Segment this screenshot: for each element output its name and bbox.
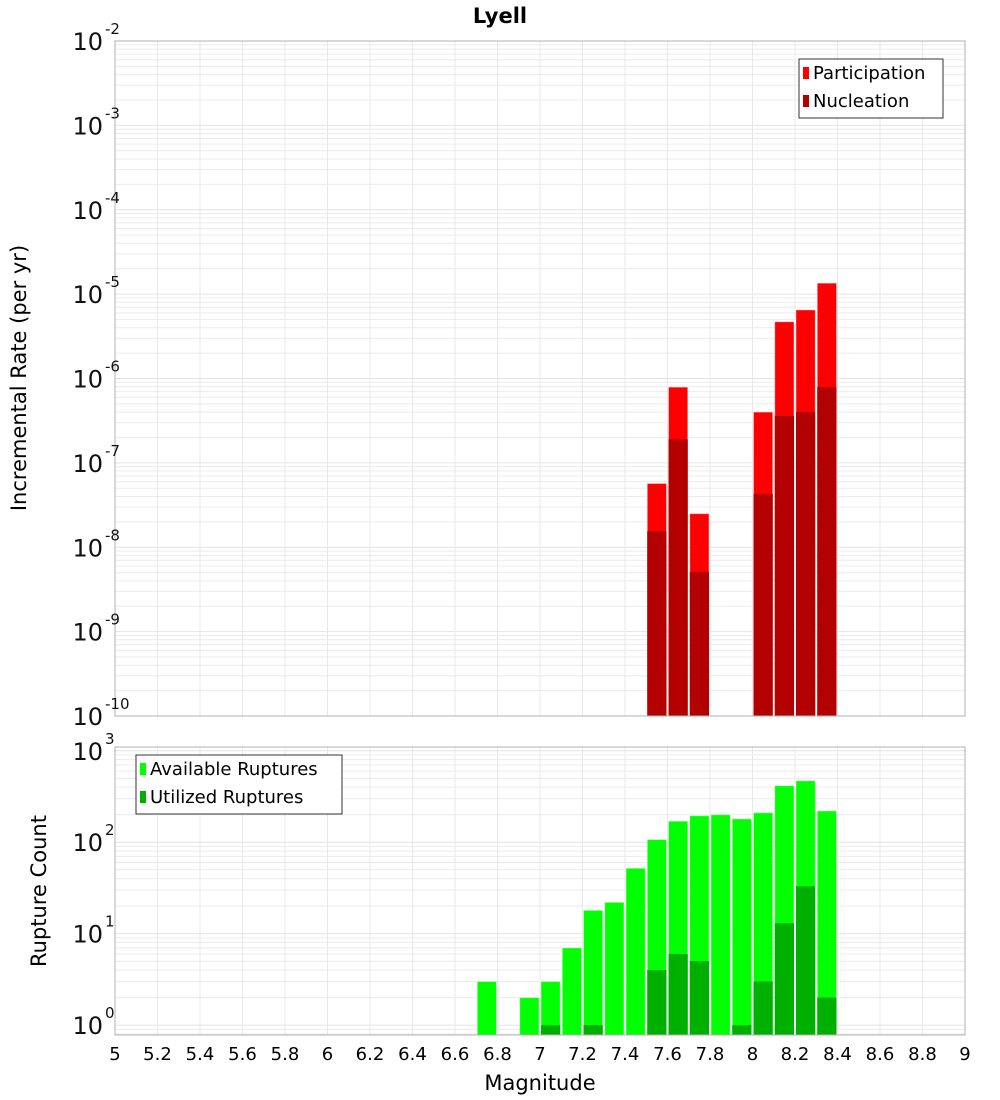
available-bar — [731, 818, 752, 1036]
x-tick-label: 5 — [109, 1044, 120, 1065]
legend-label: Utilized Ruptures — [150, 787, 303, 808]
utilized-bar — [732, 1025, 752, 1035]
plot-border — [114, 40, 966, 717]
legend-label: Nucleation — [813, 91, 909, 112]
legend-swatch — [803, 95, 809, 107]
available-bar — [625, 867, 646, 1036]
available-bar — [476, 980, 497, 1036]
y-tick-exponent: -5 — [105, 273, 120, 291]
legend-swatch — [140, 791, 146, 803]
y-tick-exponent: 3 — [105, 730, 115, 748]
x-tick-label: 8.4 — [823, 1044, 852, 1065]
legend-swatch — [803, 67, 809, 79]
x-tick-label: 6.4 — [398, 1044, 427, 1065]
x-tick-label: 5.4 — [186, 1044, 215, 1065]
y-tick-label: 10 — [72, 366, 103, 394]
utilized-bar — [689, 961, 709, 1035]
y-tick-exponent: -8 — [105, 526, 120, 544]
chart-title: Lyell — [473, 4, 527, 28]
x-tick-label: 8.2 — [781, 1044, 810, 1065]
utilized-bar — [647, 970, 667, 1035]
plot-border — [114, 746, 966, 1036]
utilized-bar — [583, 1025, 603, 1035]
y-tick-exponent: -3 — [105, 104, 120, 122]
x-tick-label: 6 — [322, 1044, 333, 1065]
bottom-y-axis-label: Rupture Count — [27, 815, 51, 967]
available-bar — [561, 947, 582, 1036]
utilized-bar — [774, 923, 794, 1035]
y-tick-label: 10 — [72, 281, 103, 309]
y-tick-exponent: 2 — [105, 821, 115, 839]
y-tick-exponent: -2 — [105, 20, 120, 38]
nucleation-bar — [689, 571, 709, 716]
y-tick-label: 10 — [72, 703, 103, 731]
available-bar — [710, 814, 731, 1036]
utilized-bar — [668, 953, 688, 1035]
legend-label: Available Ruptures — [150, 759, 318, 780]
top-y-axis-label: Incremental Rate (per yr) — [7, 245, 31, 511]
y-tick-exponent: -6 — [105, 358, 120, 376]
nucleation-bar — [647, 531, 667, 716]
x-tick-label: 8 — [747, 1044, 758, 1065]
x-tick-label: 9 — [959, 1044, 970, 1065]
nucleation-bar — [817, 387, 837, 716]
x-tick-label: 6.8 — [483, 1044, 512, 1065]
x-tick-label: 7.2 — [568, 1044, 597, 1065]
x-tick-label: 8.6 — [866, 1044, 895, 1065]
x-tick-label: 5.2 — [143, 1044, 172, 1065]
y-tick-exponent: -7 — [105, 442, 120, 460]
x-tick-label: 5.8 — [271, 1044, 300, 1065]
y-tick-label: 10 — [72, 534, 103, 562]
available-bar — [583, 909, 604, 1036]
y-tick-label: 10 — [72, 28, 103, 56]
x-tick-label: 6.2 — [356, 1044, 385, 1065]
y-tick-label: 10 — [72, 197, 103, 225]
legend — [135, 754, 343, 815]
legend-swatch — [140, 763, 146, 775]
y-tick-label: 10 — [72, 619, 103, 647]
legend-label: Participation — [813, 63, 925, 84]
x-tick-label: 6.6 — [441, 1044, 470, 1065]
x-tick-label: 7 — [534, 1044, 545, 1065]
x-tick-label: 8.8 — [908, 1044, 937, 1065]
utilized-bar — [817, 997, 837, 1035]
legend — [798, 58, 944, 119]
y-tick-label: 10 — [72, 450, 103, 478]
x-tick-label: 7.6 — [653, 1044, 682, 1065]
x-axis-label: Magnitude — [484, 1071, 595, 1095]
y-tick-exponent: 1 — [105, 913, 115, 931]
utilized-bar — [796, 886, 816, 1035]
y-tick-exponent: 0 — [105, 1004, 115, 1022]
available-bar — [519, 997, 540, 1036]
y-tick-label: 10 — [72, 829, 103, 857]
y-tick-label: 10 — [72, 1012, 103, 1040]
available-bar — [604, 901, 625, 1036]
y-tick-exponent: -10 — [105, 695, 130, 713]
utilized-bar — [753, 981, 773, 1035]
y-tick-label: 10 — [72, 921, 103, 949]
nucleation-bar — [774, 415, 794, 716]
x-tick-label: 5.6 — [228, 1044, 257, 1065]
nucleation-bar — [668, 439, 688, 716]
nucleation-bar — [753, 493, 773, 716]
y-tick-label: 10 — [72, 738, 103, 766]
y-tick-exponent: -9 — [105, 611, 120, 629]
y-tick-label: 10 — [72, 112, 103, 140]
x-tick-label: 7.8 — [696, 1044, 725, 1065]
y-tick-exponent: -4 — [105, 189, 120, 207]
x-tick-label: 7.4 — [611, 1044, 640, 1065]
utilized-bar — [541, 1025, 561, 1035]
nucleation-bar — [796, 412, 816, 716]
